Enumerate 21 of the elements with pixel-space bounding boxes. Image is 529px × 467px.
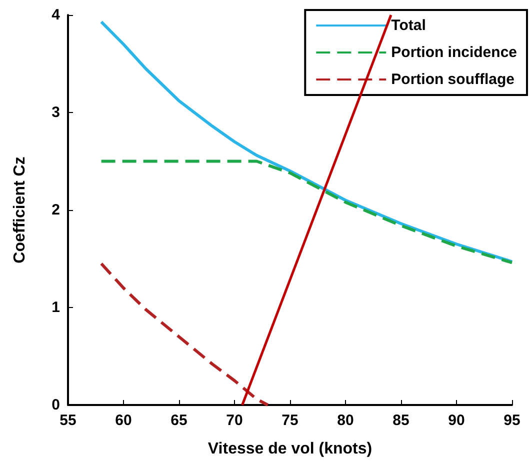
line-series: [100, 160, 514, 264]
legend-label: Total: [391, 17, 426, 34]
x-tick-label: 85: [392, 412, 410, 429]
y-tick-label: 3: [52, 104, 60, 121]
x-tick-label: 65: [170, 412, 188, 429]
legend-label: Portion soufflage: [391, 71, 514, 88]
y-tick-label: 2: [52, 202, 60, 218]
line-series: [100, 262, 270, 406]
x-tick-label: 60: [115, 412, 132, 429]
y-tick-label: 1: [52, 299, 60, 316]
x-tick-label: 70: [226, 412, 243, 429]
x-tick-label: 55: [60, 412, 76, 429]
x-tick-label: 90: [448, 412, 465, 429]
y-axis-title: Coefficient Cz: [12, 156, 28, 264]
x-tick-label: 75: [282, 412, 298, 429]
y-tick-label: 0: [52, 396, 60, 414]
x-tick-label: 80: [337, 412, 354, 429]
x-tick-label: 95: [504, 412, 520, 429]
legend-label: Portion incidence: [391, 44, 518, 61]
y-tick-label: 4: [52, 6, 61, 24]
x-axis-title: Vitesse de vol (knots): [208, 440, 372, 458]
